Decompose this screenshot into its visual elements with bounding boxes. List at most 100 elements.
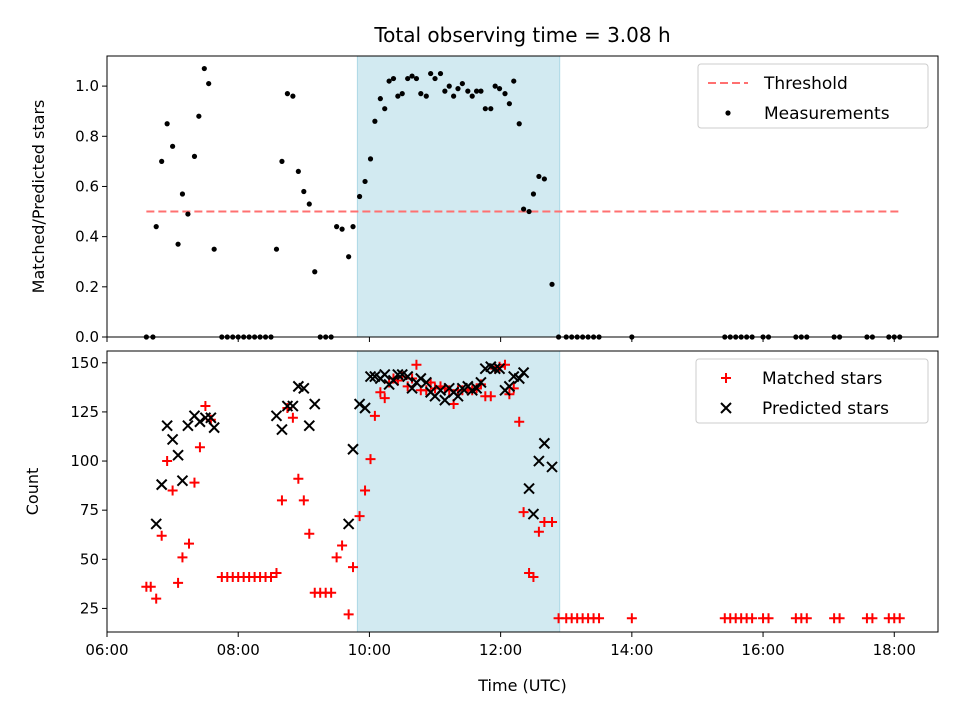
data-point (161, 419, 173, 432)
data-point (151, 593, 162, 604)
data-point (834, 613, 845, 624)
data-point (392, 368, 404, 381)
y-tick-label: 125 (70, 403, 99, 421)
data-point (295, 168, 301, 175)
data-point (377, 96, 383, 102)
data-point (470, 382, 483, 395)
y-axis-label: Matched/Predicted stars (29, 100, 48, 294)
data-point (356, 193, 363, 200)
data-point (166, 433, 179, 446)
data-point (488, 106, 494, 112)
data-point (153, 224, 159, 230)
data-point (279, 158, 285, 164)
data-point (298, 382, 310, 395)
data-point (482, 106, 488, 112)
data-point (379, 368, 391, 381)
data-point (287, 400, 299, 412)
data-point (339, 226, 345, 232)
x-tick-label: 18:00 (873, 641, 916, 659)
data-point (354, 511, 365, 522)
data-point (326, 587, 337, 598)
y-tick-label: 0.4 (75, 228, 99, 246)
legend: Matched stars Predicted stars (695, 358, 929, 424)
data-point (506, 101, 512, 107)
data-point (167, 485, 178, 496)
bottom-panel: 25 50 75 100 125 150 06:00 08:00 10:00 12:00 14:00… (23, 350, 939, 695)
data-point (348, 562, 359, 573)
axes-frame (106, 350, 939, 633)
data-point (469, 93, 475, 99)
data-point (369, 410, 380, 421)
data-point (538, 437, 551, 450)
data-point (434, 384, 447, 397)
data-point (386, 78, 392, 84)
data-point (496, 86, 503, 92)
data-point (513, 372, 525, 385)
y-tick-label: 75 (80, 501, 99, 519)
data-point (413, 75, 420, 82)
data-point (518, 507, 529, 518)
highlight-span (356, 55, 561, 338)
data-point (159, 158, 165, 164)
data-point (360, 485, 371, 496)
data-point (156, 530, 167, 541)
y-tick-label: 100 (70, 452, 99, 470)
x-tick-label: 10:00 (348, 641, 391, 659)
data-point (379, 393, 390, 404)
data-point (541, 176, 547, 182)
data-point (359, 402, 371, 414)
data-point (270, 410, 283, 422)
data-point (801, 613, 812, 624)
data-point (150, 518, 162, 530)
data-point (420, 376, 432, 389)
data-point (293, 473, 304, 484)
data-point (182, 419, 194, 432)
legend: Threshold Measurements (697, 63, 929, 129)
legend-marker (725, 110, 731, 116)
data-point (547, 516, 558, 527)
data-point (206, 80, 212, 87)
data-point (523, 482, 535, 495)
data-point (199, 412, 212, 424)
data-point (337, 540, 348, 551)
data-point (516, 121, 522, 127)
data-point (485, 391, 496, 402)
data-point (405, 75, 411, 82)
data-point (201, 65, 207, 72)
data-point (747, 613, 758, 624)
data-point (395, 93, 401, 99)
data-point (372, 118, 378, 124)
data-point (276, 423, 288, 436)
data-point (406, 382, 418, 395)
y-tick-label: 150 (70, 354, 99, 372)
data-point (500, 359, 511, 370)
data-point (546, 461, 558, 473)
legend-box (695, 358, 929, 424)
data-point (155, 478, 168, 491)
data-point (179, 191, 186, 197)
data-point (465, 88, 471, 94)
data-point (173, 577, 184, 588)
legend-label: Predicted stars (762, 399, 889, 419)
data-point (304, 528, 315, 539)
data-point (415, 372, 427, 385)
data-point (442, 88, 448, 94)
data-point (452, 390, 464, 402)
data-point (208, 421, 220, 434)
x-axis-label: Time (UTC) (477, 676, 566, 695)
data-point (451, 93, 457, 99)
data-point (514, 416, 525, 427)
data-point (763, 613, 774, 624)
data-point (365, 454, 376, 465)
y-axis-label: Count (23, 468, 42, 516)
y-tick-label: 0.2 (75, 278, 99, 296)
data-point (399, 91, 405, 97)
data-point (196, 113, 202, 119)
data-point (170, 143, 176, 149)
data-point (331, 552, 342, 563)
data-point (533, 526, 544, 537)
data-point (432, 75, 438, 82)
data-point (503, 380, 516, 393)
legend-label: Matched stars (762, 369, 882, 389)
data-point (309, 398, 321, 410)
